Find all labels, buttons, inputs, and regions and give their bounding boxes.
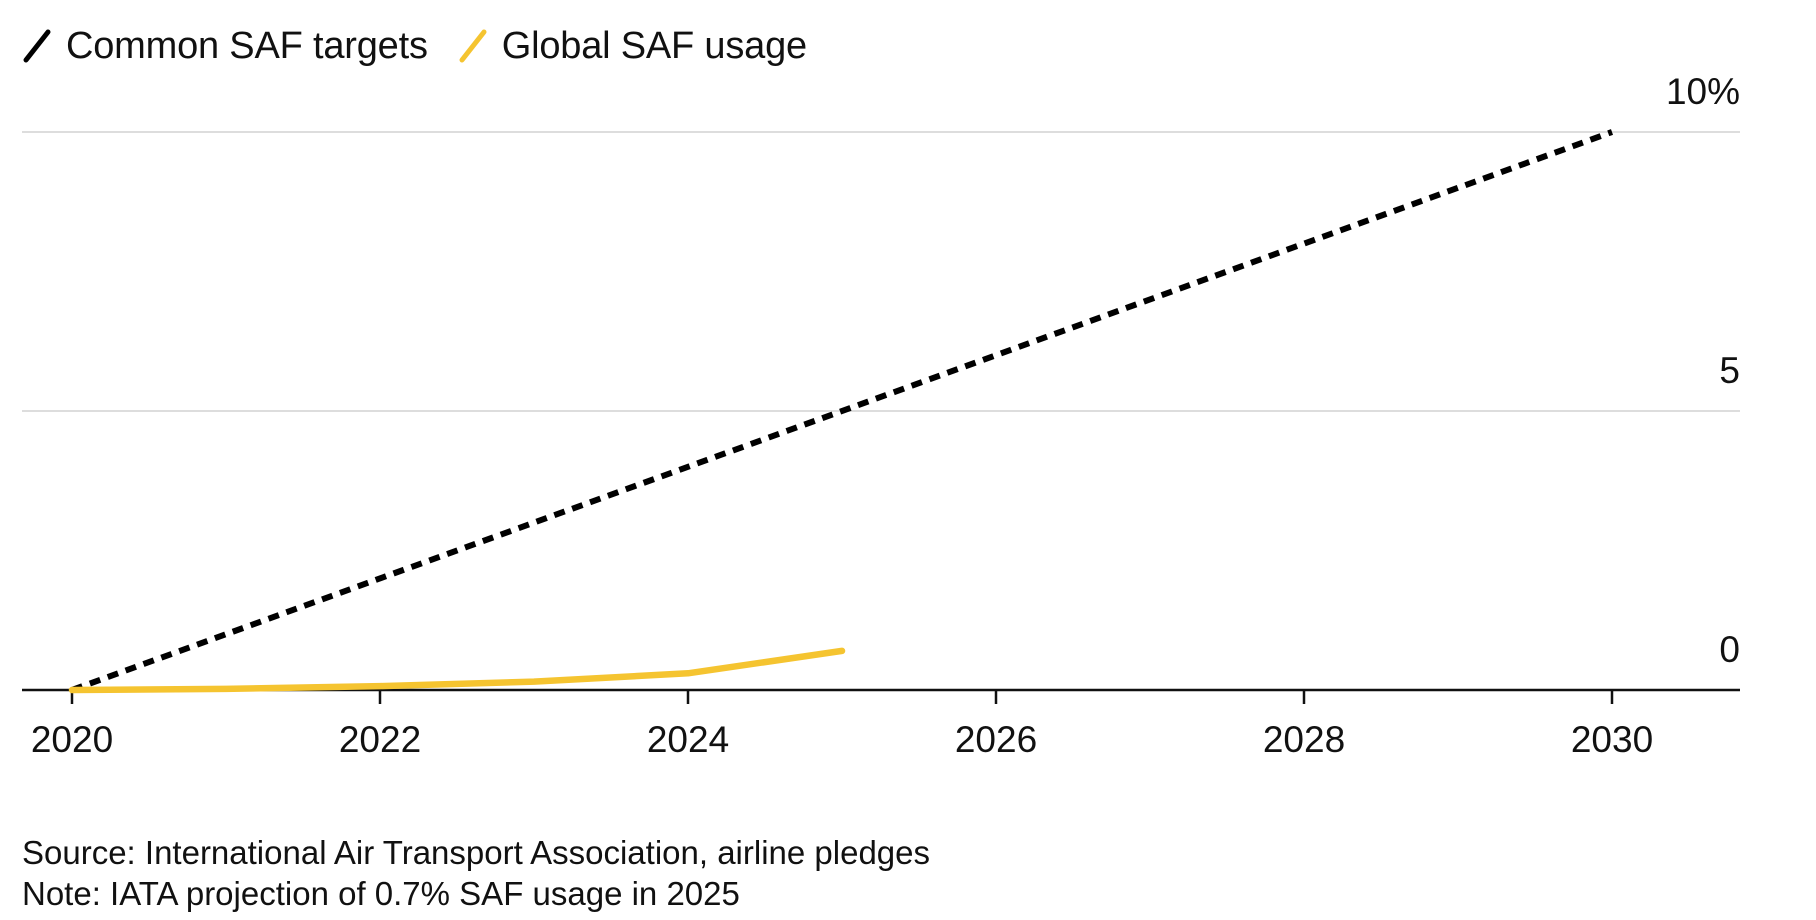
tick-labels: 0 5 10% 2020 2022 2024 2026 2028 2030	[31, 71, 1740, 760]
x-tick-label-2020: 2020	[31, 719, 113, 760]
legend-label-targets: Common SAF targets	[66, 24, 428, 67]
methodology-note: Note: IATA projection of 0.7% SAF usage …	[22, 875, 740, 912]
plot-area: 0 5 10% 2020 2022 2024 2026 2028 2030	[22, 71, 1740, 760]
gridlines	[22, 131, 1740, 412]
footnotes: Source: International Air Transport Asso…	[22, 832, 930, 914]
legend-item-usage[interactable]: Global SAF usage	[458, 25, 807, 68]
y-tick-label-10: 10%	[1666, 71, 1740, 112]
source-note: Source: International Air Transport Asso…	[22, 834, 931, 871]
x-tick-label-2024: 2024	[647, 719, 729, 760]
legend: Common SAF targets Global SAF usage	[22, 18, 837, 74]
series-line-targets	[70, 129, 1614, 693]
legend-label-usage: Global SAF usage	[501, 24, 807, 67]
series-layer	[68, 129, 1614, 694]
legend-swatch-usage	[459, 29, 487, 63]
legend-item-targets[interactable]: Common SAF targets	[22, 25, 428, 68]
legend-swatch-targets	[23, 29, 51, 63]
x-tick-label-2028: 2028	[1263, 719, 1345, 760]
y-tick-label-5: 5	[1719, 350, 1740, 391]
x-tick-label-2026: 2026	[955, 719, 1037, 760]
series-line-usage	[68, 647, 846, 694]
x-tick-label-2022: 2022	[339, 719, 421, 760]
x-axis	[22, 688, 1740, 704]
y-tick-label-0: 0	[1719, 629, 1740, 670]
x-tick-label-2030: 2030	[1571, 719, 1653, 760]
